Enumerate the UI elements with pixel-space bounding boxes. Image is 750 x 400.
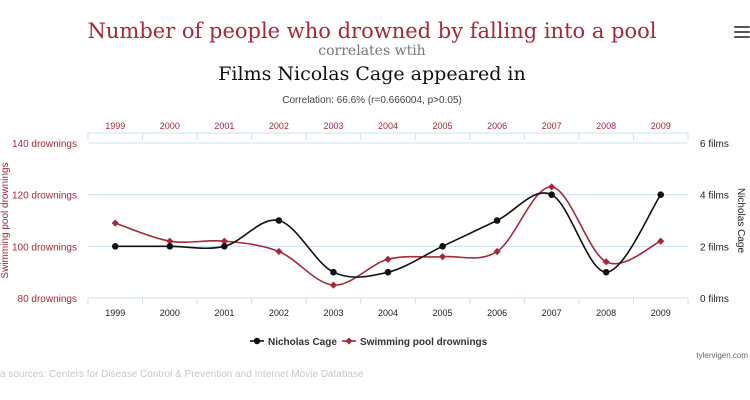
x-bottom-tick-label: 2005 bbox=[433, 308, 453, 318]
data-point-drownings bbox=[166, 237, 174, 245]
data-point-cage bbox=[548, 191, 555, 198]
series-line-drownings bbox=[115, 186, 662, 286]
correlation-text: Correlation: 66.6% (r=0.666004, p>0.05) bbox=[282, 95, 462, 106]
data-point-cage bbox=[493, 217, 501, 224]
data-point-drownings bbox=[275, 247, 283, 256]
y-left-tick-label: 100 drownings bbox=[12, 242, 77, 253]
x-bottom-tick-label: 2003 bbox=[323, 308, 343, 318]
x-top-tick-label: 2008 bbox=[596, 121, 616, 131]
legend-marker-cage bbox=[253, 337, 261, 345]
data-point-drownings bbox=[493, 247, 501, 256]
x-top-tick-label: 1999 bbox=[105, 121, 125, 131]
x-top-tick-label: 2000 bbox=[160, 121, 180, 131]
chart-title-secondary: Films Nicolas Cage appeared in bbox=[218, 63, 526, 85]
data-point-drownings bbox=[657, 237, 665, 245]
x-top-tick-label: 2004 bbox=[378, 121, 398, 131]
chart-title: Number of people who drowned by falling … bbox=[88, 19, 657, 43]
data-point-drownings bbox=[438, 253, 447, 261]
x-bottom-tick-label: 1999 bbox=[105, 308, 125, 318]
x-top-tick-label: 2005 bbox=[433, 121, 453, 131]
x-bottom-tick-label: 2008 bbox=[596, 308, 616, 318]
site-credit: tylervigen.com bbox=[696, 351, 748, 360]
data-point-drownings bbox=[548, 183, 556, 191]
data-point-drownings bbox=[602, 258, 610, 266]
x-bottom-tick-label: 2007 bbox=[542, 308, 562, 318]
y-right-tick-label: 0 films bbox=[700, 294, 729, 305]
x-top-tick-label: 2001 bbox=[214, 121, 234, 131]
data-point-cage bbox=[111, 243, 119, 250]
y-right-tick-label: 2 films bbox=[700, 242, 729, 253]
data-point-drownings bbox=[220, 237, 228, 245]
data-point-cage bbox=[221, 243, 228, 250]
data-point-cage bbox=[602, 268, 610, 276]
menu-bar bbox=[734, 36, 750, 38]
data-point-cage bbox=[657, 191, 665, 198]
series-line-cage bbox=[115, 192, 662, 278]
x-top-tick-label: 2006 bbox=[487, 121, 507, 131]
chart-subtitle-connector: correlates wtih bbox=[318, 43, 425, 59]
x-top-tick-label: 2007 bbox=[542, 121, 562, 131]
data-point-drownings bbox=[329, 281, 338, 289]
x-bottom-tick-label: 2002 bbox=[269, 308, 289, 318]
x-top-tick-label: 2003 bbox=[323, 121, 343, 131]
data-point-cage bbox=[275, 217, 283, 224]
series bbox=[111, 183, 665, 289]
x-top-tick-label: 2002 bbox=[269, 121, 289, 131]
x-bottom-tick-label: 2004 bbox=[378, 308, 398, 318]
y-left-axis-title: Swimming pool drownings bbox=[0, 162, 11, 278]
y-left-tick-label: 80 drownings bbox=[18, 294, 77, 305]
x-bottom-tick-label: 2000 bbox=[160, 308, 180, 318]
data-point-cage bbox=[166, 243, 174, 250]
x-bottom-tick-label: 2006 bbox=[487, 308, 507, 318]
data-point-drownings bbox=[384, 255, 392, 263]
y-left-tick-label: 120 drownings bbox=[12, 191, 77, 202]
legend-label-drownings: Swimming pool drownings bbox=[360, 337, 488, 348]
grid-lines bbox=[88, 142, 688, 299]
menu-bar bbox=[734, 26, 750, 28]
x-bottom-tick-label: 2001 bbox=[214, 308, 234, 318]
hamburger-icon[interactable] bbox=[734, 26, 750, 40]
x-top-tick-label: 2009 bbox=[651, 121, 671, 131]
legend: Nicholas Cage Swimming pool drownings bbox=[250, 337, 488, 348]
legend-label-cage: Nicholas Cage bbox=[268, 337, 337, 348]
y-right-axis-title: Nicholas Cage bbox=[735, 188, 746, 253]
y-left-tick-label: 140 drownings bbox=[12, 139, 77, 150]
x-bottom-tick-label: 2009 bbox=[651, 308, 671, 318]
menu-bar bbox=[734, 31, 750, 33]
data-point-cage bbox=[330, 268, 337, 276]
data-point-drownings bbox=[111, 219, 119, 227]
data-point-cage bbox=[384, 268, 392, 276]
data-sources: a sources: Centers for Disease Control &… bbox=[0, 369, 364, 380]
axes: 80 drownings 100 drownings 120 drownings 14… bbox=[0, 121, 746, 318]
y-right-tick-label: 6 films bbox=[700, 139, 729, 150]
y-right-tick-label: 4 films bbox=[700, 191, 729, 202]
data-point-cage bbox=[439, 243, 446, 250]
legend-marker-drownings bbox=[345, 337, 353, 345]
